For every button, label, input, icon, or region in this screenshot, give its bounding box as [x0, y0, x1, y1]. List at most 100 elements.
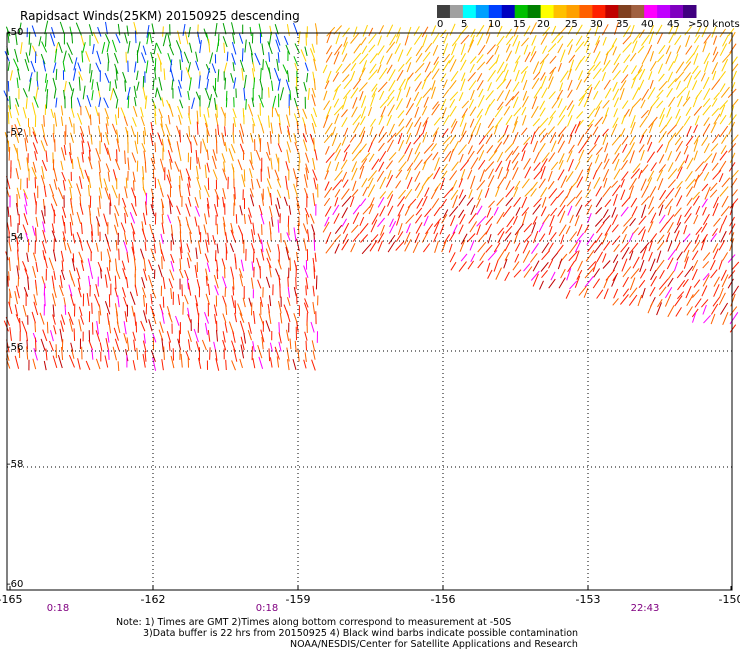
wind-barb — [99, 176, 103, 189]
wind-barb — [245, 98, 247, 110]
wind-barb — [188, 77, 192, 91]
wind-barb — [68, 179, 73, 189]
wind-barb — [159, 321, 164, 333]
wind-barb — [448, 148, 454, 162]
wind-barb — [576, 224, 583, 237]
wind-barb — [603, 51, 609, 65]
wind-barb — [620, 294, 629, 305]
wind-barb — [368, 44, 376, 53]
wind-barb — [641, 196, 650, 206]
wind-barb — [105, 337, 110, 352]
wind-barb — [27, 276, 30, 290]
wind-barb — [276, 189, 282, 199]
wind-barb — [322, 221, 330, 233]
wind-barb — [167, 214, 172, 224]
wind-barb — [205, 293, 210, 305]
wind-barb — [475, 114, 483, 126]
wind-barb — [232, 286, 235, 296]
wind-barb — [539, 142, 546, 153]
wind-barb — [559, 82, 564, 92]
wind-barb — [276, 178, 282, 188]
wind-barb — [311, 43, 315, 53]
wind-barb — [470, 253, 476, 263]
wind-barb — [648, 206, 655, 215]
wind-barb — [276, 58, 279, 71]
wind-barb — [576, 176, 584, 188]
wind-barb — [551, 252, 559, 261]
wind-barb — [41, 210, 46, 224]
wind-barb — [557, 43, 564, 54]
wind-barb — [619, 88, 625, 101]
wind-barb — [57, 187, 64, 200]
wind-barb — [131, 305, 135, 317]
wind-barb — [170, 253, 175, 264]
wind-barb — [431, 80, 436, 91]
wind-barb — [476, 73, 483, 82]
wind-barb — [325, 145, 330, 155]
wind-barb — [117, 361, 120, 372]
wind-barb — [211, 155, 217, 170]
wind-barb — [143, 257, 147, 272]
wind-barb — [89, 114, 92, 126]
wind-barb — [502, 205, 512, 218]
wind-barb — [40, 338, 46, 351]
wind-barb — [722, 312, 729, 325]
wind-barb — [267, 186, 271, 198]
wind-barb — [230, 266, 235, 280]
wind-barb — [279, 87, 284, 101]
wind-barb — [638, 226, 646, 236]
wind-barb — [432, 101, 439, 110]
wind-barb — [422, 87, 432, 99]
wind-barb — [243, 333, 246, 344]
wind-barb — [51, 293, 56, 307]
wind-barb — [146, 25, 150, 38]
wind-barb — [719, 100, 729, 110]
lon-label-153: -153 — [575, 593, 601, 606]
wind-barb — [477, 241, 487, 253]
wind-barb — [398, 161, 407, 172]
wind-barb — [387, 89, 395, 99]
wind-barb — [196, 121, 199, 135]
wind-barb — [414, 116, 422, 128]
wind-barb — [222, 339, 227, 351]
wind-barb — [45, 95, 48, 109]
wind-barb — [104, 72, 110, 84]
wind-barb — [80, 132, 85, 144]
wind-barb — [248, 297, 252, 307]
wind-barb — [397, 49, 404, 62]
wind-barb — [239, 320, 245, 335]
wind-barb — [118, 248, 120, 261]
wind-barb — [352, 122, 360, 134]
wind-barb — [674, 71, 685, 83]
wind-barb — [550, 271, 556, 281]
wind-barb — [31, 102, 36, 116]
wind-barb — [700, 222, 708, 233]
wind-barb — [161, 97, 165, 107]
wind-barb — [668, 61, 675, 71]
wind-barb — [665, 232, 671, 243]
wind-barb — [515, 41, 521, 54]
wind-barb — [505, 114, 513, 126]
wind-barb — [239, 59, 245, 73]
wind-barb — [268, 348, 271, 362]
wind-barb — [262, 59, 264, 71]
wind-barb — [677, 279, 686, 291]
wind-barb — [124, 150, 126, 165]
wind-barb — [700, 237, 706, 251]
wind-barb — [187, 62, 191, 74]
wind-barb — [469, 221, 478, 233]
wind-barb — [691, 80, 698, 91]
wind-barb — [359, 198, 367, 207]
wind-barb — [576, 169, 584, 182]
wind-barb — [179, 129, 181, 143]
wind-barb — [80, 259, 85, 272]
wind-barb — [637, 45, 645, 54]
wind-barb — [181, 284, 183, 297]
wind-barb — [296, 238, 300, 252]
wind-barb — [287, 359, 290, 371]
wind-barb — [650, 270, 657, 281]
wind-barb — [88, 275, 91, 287]
wind-barb — [631, 75, 637, 89]
wind-barb — [694, 171, 704, 182]
wind-barb — [712, 297, 720, 307]
